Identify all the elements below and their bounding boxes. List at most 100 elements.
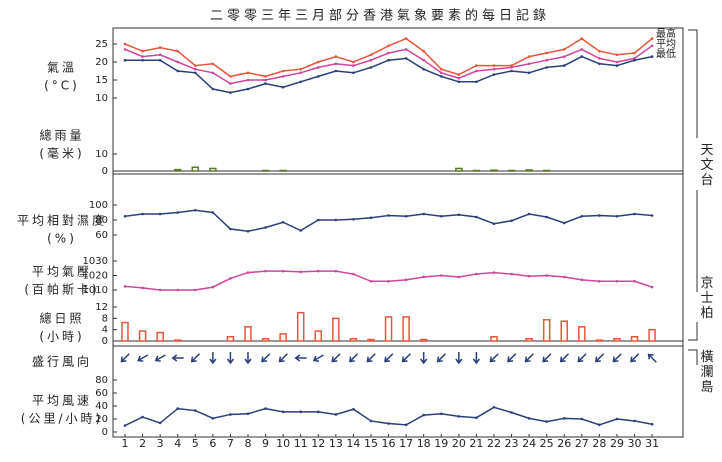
- point: [176, 60, 180, 64]
- y-tick-label: 80: [95, 375, 108, 386]
- station-label: 天文台: [698, 143, 714, 188]
- point: [229, 277, 232, 280]
- y-tick-label: 60: [95, 230, 108, 241]
- bar: [490, 169, 498, 172]
- point: [281, 410, 285, 414]
- point: [527, 212, 531, 216]
- bar: [314, 330, 323, 342]
- bar: [244, 326, 252, 342]
- point: [527, 62, 531, 66]
- point: [633, 280, 636, 283]
- wind-arrow: [331, 353, 341, 363]
- point: [387, 280, 390, 283]
- point: [229, 227, 232, 231]
- point: [123, 42, 127, 46]
- point: [299, 80, 303, 84]
- point: [439, 274, 443, 277]
- bar: [138, 330, 147, 342]
- point: [369, 58, 373, 62]
- legend-label: 平均: [656, 38, 676, 50]
- point: [264, 269, 267, 273]
- x-tick-label: 15: [364, 437, 378, 450]
- y-axis-label: 總日照: [39, 311, 84, 326]
- y-tick-label: 8: [102, 313, 108, 324]
- point: [352, 272, 355, 276]
- point: [422, 275, 425, 279]
- point: [615, 280, 619, 283]
- point: [404, 37, 408, 40]
- point: [580, 37, 584, 40]
- point: [369, 419, 373, 423]
- point: [246, 71, 250, 75]
- point: [492, 64, 496, 67]
- bar: [279, 169, 287, 172]
- point: [457, 73, 461, 76]
- y-axis-label: (公里/小時): [21, 412, 103, 426]
- point: [527, 55, 531, 58]
- point: [580, 48, 584, 51]
- point: [650, 44, 654, 48]
- x-tick-label: 21: [469, 437, 483, 450]
- point: [316, 410, 320, 414]
- point: [211, 71, 215, 75]
- point: [176, 211, 180, 214]
- point: [369, 66, 373, 69]
- point: [246, 271, 250, 274]
- point: [492, 406, 496, 409]
- point: [598, 214, 601, 217]
- x-tick-label: 2: [139, 437, 146, 450]
- wind-arrow: [507, 353, 517, 363]
- bar: [261, 337, 270, 342]
- point: [475, 64, 478, 67]
- point: [457, 275, 461, 279]
- point: [158, 46, 162, 49]
- y-tick-label: 100: [89, 200, 108, 211]
- point: [176, 407, 180, 410]
- point: [299, 410, 303, 414]
- bar: [648, 328, 656, 342]
- point: [545, 58, 548, 62]
- y-axis-label: 平均氣壓: [32, 265, 92, 279]
- point: [510, 66, 513, 69]
- frame: [112, 27, 684, 438]
- point: [211, 211, 215, 214]
- point: [193, 208, 197, 212]
- point: [334, 69, 338, 73]
- legend-label: 最低: [656, 47, 676, 60]
- point: [650, 214, 654, 217]
- point: [299, 67, 303, 71]
- point: [387, 58, 390, 62]
- point: [264, 82, 267, 85]
- point: [316, 75, 320, 78]
- point: [123, 48, 127, 51]
- bar: [630, 336, 639, 342]
- point: [439, 412, 443, 416]
- point: [352, 64, 355, 67]
- point: [352, 71, 355, 75]
- point: [316, 269, 320, 273]
- x-tick-label: 10: [276, 437, 290, 450]
- bar: [542, 169, 551, 172]
- wind-arrow: [244, 352, 252, 365]
- point: [229, 413, 232, 416]
- point: [598, 62, 601, 66]
- wind-arrow: [594, 353, 605, 363]
- point: [158, 212, 162, 216]
- point: [633, 212, 636, 216]
- point: [176, 49, 180, 53]
- y-tick-label: 20: [95, 57, 108, 68]
- point: [422, 49, 425, 53]
- bar: [226, 336, 235, 342]
- x-tick-label: 16: [382, 437, 396, 450]
- wind-arrow: [209, 352, 217, 365]
- point: [211, 285, 215, 289]
- point: [562, 275, 566, 279]
- legend-label: 最高: [656, 27, 676, 40]
- point: [334, 62, 338, 66]
- point: [211, 87, 215, 91]
- point: [193, 67, 197, 71]
- bar: [578, 326, 586, 342]
- point: [457, 76, 461, 80]
- x-tick-label: 12: [311, 437, 325, 450]
- point: [650, 55, 654, 58]
